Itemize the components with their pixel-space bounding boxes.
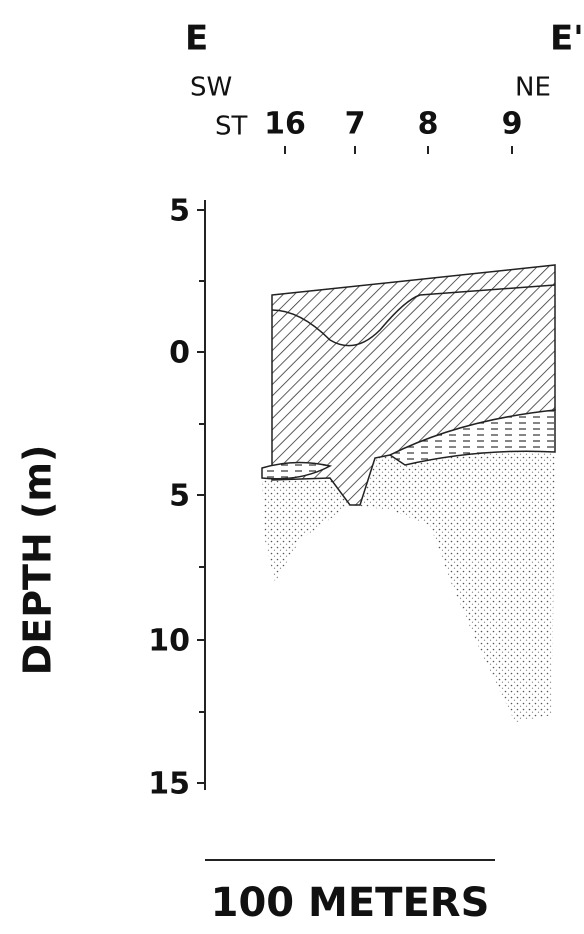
lens-right: [388, 409, 556, 466]
station-prefix: ST: [215, 112, 248, 142]
depth-axis: [197, 200, 206, 790]
depth-tick-label: 5: [169, 194, 190, 229]
lens-left: [261, 461, 333, 480]
depth-tick-label: 0: [169, 336, 190, 371]
scale-label: 100 METERS: [211, 880, 490, 926]
direction-right: NE: [515, 73, 551, 103]
station-label: 16: [264, 107, 306, 142]
station-label: 7: [345, 107, 366, 142]
direction-left: SW: [190, 73, 232, 103]
section-start-label: E: [185, 19, 208, 59]
axis-title: DEPTH (m): [16, 445, 60, 676]
depth-tick-label: 5: [169, 479, 190, 514]
depth-tick-label: 10: [148, 624, 190, 659]
depth-tick-label: 15: [148, 767, 190, 802]
layer-boundary: [271, 284, 556, 347]
station-ticks: [284, 146, 513, 154]
station-label: 8: [418, 107, 439, 142]
sand-layer: [262, 440, 555, 722]
section-end-label: E': [550, 19, 584, 59]
clay-layer: [271, 264, 556, 506]
station-label: 9: [502, 107, 523, 142]
